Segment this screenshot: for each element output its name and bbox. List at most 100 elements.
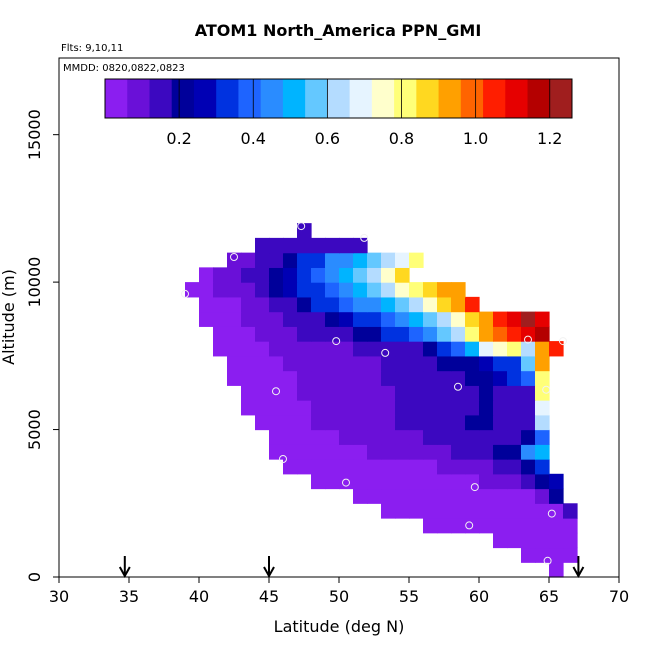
heatmap-cell bbox=[353, 370, 368, 386]
heatmap-cell bbox=[465, 296, 480, 313]
heatmap-cell bbox=[283, 311, 298, 327]
x-axis-label: Latitude (deg N) bbox=[274, 617, 405, 636]
heatmap-cell bbox=[395, 503, 410, 519]
heatmap-cell bbox=[423, 385, 438, 401]
heatmap-cell bbox=[311, 296, 326, 313]
observation-point bbox=[297, 222, 306, 231]
heatmap-cell bbox=[269, 444, 284, 460]
heatmap-cell bbox=[339, 429, 354, 445]
heatmap-cell bbox=[283, 252, 298, 268]
heatmap-cell bbox=[255, 385, 270, 401]
heatmap-cell bbox=[339, 296, 354, 313]
heatmap-cell bbox=[451, 282, 466, 298]
heatmap-cell bbox=[311, 355, 326, 372]
heatmap-cell bbox=[311, 237, 326, 254]
colorbar-swatch bbox=[171, 79, 195, 118]
heatmap-cell bbox=[325, 473, 340, 490]
heatmap-cell bbox=[311, 282, 326, 298]
heatmap-cell bbox=[269, 296, 284, 313]
heatmap-cell bbox=[395, 473, 410, 490]
heatmap-cell bbox=[283, 429, 298, 445]
heatmap-cell bbox=[297, 341, 312, 357]
heatmap-cell bbox=[465, 400, 480, 416]
colorbar-tick-label: 1.0 bbox=[463, 129, 488, 148]
heatmap-cell bbox=[479, 444, 494, 460]
heatmap-cell bbox=[199, 296, 214, 313]
heatmap-cell bbox=[241, 385, 256, 401]
heatmap-cell bbox=[297, 429, 312, 445]
heatmap-cell bbox=[311, 252, 326, 268]
heatmap-cell bbox=[507, 370, 522, 386]
heatmap-cell bbox=[241, 282, 256, 298]
colorbar-swatch bbox=[416, 79, 440, 118]
heatmap-cell bbox=[521, 326, 536, 342]
heatmap-cell bbox=[437, 385, 452, 401]
heatmap-cell bbox=[269, 237, 284, 254]
flights-annotation: Flts: 9,10,11 bbox=[61, 43, 123, 54]
heatmap-cell bbox=[549, 473, 564, 490]
heatmap-cell bbox=[493, 503, 508, 519]
heatmap-cell bbox=[507, 518, 522, 534]
heatmap-cell bbox=[311, 459, 326, 475]
heatmap-cell bbox=[255, 237, 270, 254]
heatmap-cell bbox=[339, 444, 354, 460]
heatmap-cell bbox=[339, 459, 354, 475]
heatmap-cell bbox=[353, 282, 368, 298]
heatmap-cell bbox=[367, 444, 382, 460]
heatmap-cell bbox=[367, 414, 382, 431]
colorbar-tick-label: 0.8 bbox=[389, 129, 414, 148]
heatmap-cell bbox=[493, 370, 508, 386]
heatmap-cell bbox=[283, 355, 298, 372]
heatmap-cell bbox=[535, 488, 550, 504]
heatmap-cell bbox=[241, 355, 256, 372]
heatmap-cell bbox=[437, 429, 452, 445]
x-tick-label: 70 bbox=[609, 587, 629, 606]
heatmap-cell bbox=[521, 503, 536, 519]
heatmap-cell bbox=[367, 370, 382, 386]
heatmap-cell bbox=[535, 518, 550, 534]
heatmap-cell bbox=[269, 429, 284, 445]
heatmap-cell bbox=[297, 326, 312, 342]
heatmap-cell bbox=[353, 237, 368, 254]
x-tick-label: 65 bbox=[539, 587, 559, 606]
observation-point bbox=[360, 233, 369, 242]
colorbar-swatch bbox=[327, 79, 351, 118]
chart-title: ATOM1 North_America PPN_GMI bbox=[195, 21, 482, 40]
heatmap-cell bbox=[395, 311, 410, 327]
heatmap-cell bbox=[381, 311, 396, 327]
heatmap-cell bbox=[269, 267, 284, 283]
heatmap-cell bbox=[507, 444, 522, 460]
heatmap-cell bbox=[283, 326, 298, 342]
heatmap-cell bbox=[507, 473, 522, 490]
heatmap-cell bbox=[423, 429, 438, 445]
heatmap-cell bbox=[493, 444, 508, 460]
observation-point bbox=[279, 455, 287, 463]
heatmap-cell bbox=[409, 370, 424, 386]
heatmap-cell bbox=[311, 341, 326, 357]
heatmap-cell bbox=[437, 473, 452, 490]
heatmap-cell bbox=[325, 311, 340, 327]
heatmap-cell bbox=[479, 429, 494, 445]
heatmap-cell bbox=[465, 459, 480, 475]
heatmap-cell bbox=[493, 385, 508, 401]
heatmap-cell bbox=[297, 237, 312, 254]
heatmap-cell bbox=[381, 282, 396, 298]
heatmap-cell bbox=[283, 400, 298, 416]
heatmap-cell bbox=[409, 385, 424, 401]
heatmap-cell bbox=[255, 341, 270, 357]
heatmap-cell bbox=[255, 370, 270, 386]
heatmap-cell bbox=[297, 385, 312, 401]
heatmap-cell bbox=[227, 267, 242, 283]
heatmap-cell bbox=[521, 414, 536, 431]
heatmap-cell bbox=[549, 547, 564, 563]
heatmap-cell bbox=[423, 444, 438, 460]
heatmap-cell bbox=[437, 341, 452, 357]
heatmap-cell bbox=[325, 444, 340, 460]
y-axis: 0 5000 10000 15000 bbox=[25, 109, 59, 582]
heatmap-cell bbox=[437, 488, 452, 504]
heatmap-cell bbox=[241, 252, 256, 268]
heatmap-cell bbox=[381, 503, 396, 519]
heatmap-cell bbox=[451, 341, 466, 357]
heatmap-cell bbox=[381, 429, 396, 445]
